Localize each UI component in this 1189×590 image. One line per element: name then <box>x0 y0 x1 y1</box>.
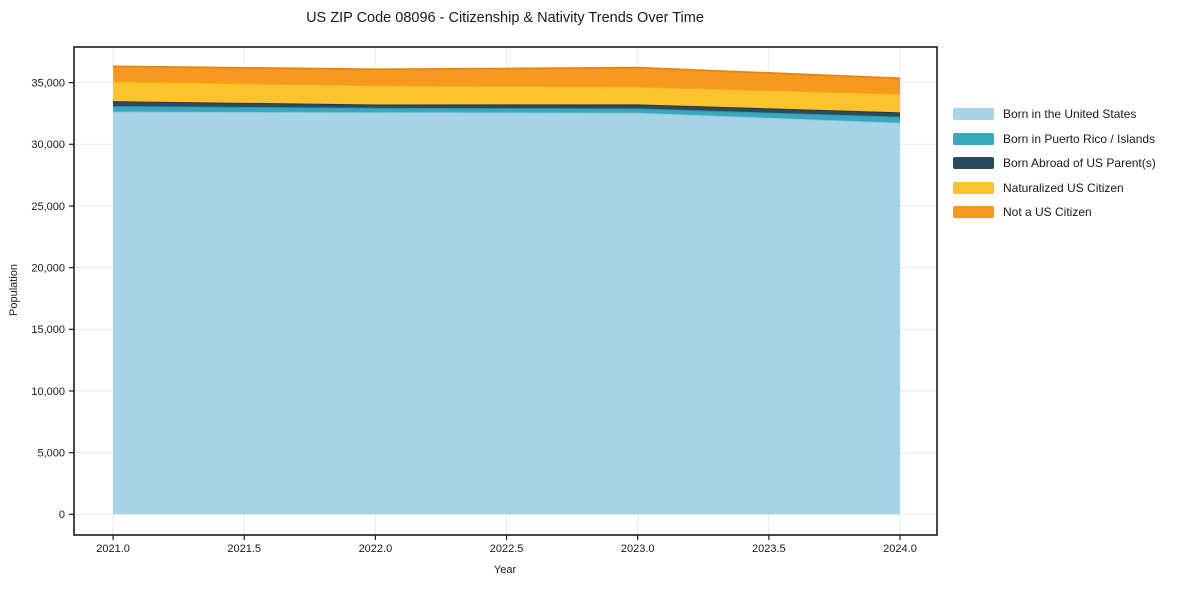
legend-swatch <box>953 108 994 121</box>
legend-item: Born in Puerto Rico / Islands <box>953 127 1156 152</box>
legend-label: Born Abroad of US Parent(s) <box>1003 156 1156 171</box>
y-tick-label: 10,000 <box>31 386 65 398</box>
x-tick-label: 2023.5 <box>752 543 786 555</box>
legend-item: Born in the United States <box>953 102 1156 127</box>
y-tick-label: 25,000 <box>31 201 65 213</box>
y-tick-label: 35,000 <box>31 77 65 89</box>
legend-swatch <box>953 206 994 219</box>
x-tick-label: 2023.0 <box>621 543 655 555</box>
legend-item: Not a US Citizen <box>953 200 1156 225</box>
legend-label: Naturalized US Citizen <box>1003 180 1124 195</box>
area-layer <box>113 111 901 515</box>
legend-label: Not a US Citizen <box>1003 205 1092 220</box>
chart-legend: Born in the United States Born in Puerto … <box>953 102 1156 225</box>
legend-swatch <box>953 181 994 194</box>
legend-swatch <box>953 132 994 145</box>
y-tick-label: 5,000 <box>37 447 65 459</box>
x-tick-label: 2024.0 <box>883 543 917 555</box>
y-tick-label: 15,000 <box>31 324 65 336</box>
area-layer <box>113 66 901 94</box>
area-layer-edge <box>113 65 901 80</box>
legend-swatch <box>953 157 994 170</box>
y-axis-label: Population <box>8 264 20 316</box>
legend-item: Born Abroad of US Parent(s) <box>953 151 1156 176</box>
y-tick-label: 0 <box>59 509 65 521</box>
legend-item: Naturalized US Citizen <box>953 176 1156 201</box>
legend-label: Born in Puerto Rico / Islands <box>1003 131 1156 146</box>
x-axis-label: Year <box>493 564 517 576</box>
chart-title: US ZIP Code 08096 - Citizenship & Nativi… <box>306 10 704 26</box>
x-tick-label: 2021.0 <box>96 543 130 555</box>
area-layer <box>113 106 901 123</box>
legend-label: Born in the United States <box>1003 107 1137 122</box>
area-layer <box>113 101 901 117</box>
plot-border <box>73 46 938 536</box>
x-tick-label: 2021.5 <box>227 543 261 555</box>
y-tick-label: 30,000 <box>31 139 65 151</box>
y-tick-label: 20,000 <box>31 262 65 274</box>
x-tick-label: 2022.0 <box>359 543 393 555</box>
x-tick-label: 2022.5 <box>490 543 524 555</box>
